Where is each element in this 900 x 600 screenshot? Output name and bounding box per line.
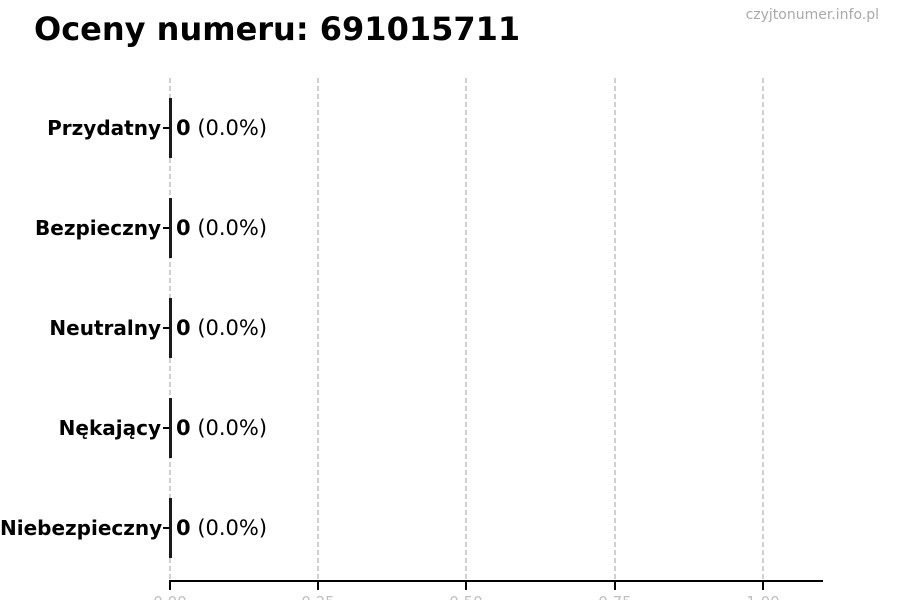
category-row: Niebezpieczny 0 (0.0%)	[0, 478, 900, 578]
value-percent: (0.0%)	[197, 516, 268, 540]
gridline	[317, 78, 319, 582]
category-row: Neutralny 0 (0.0%)	[0, 278, 900, 378]
x-axis-tick	[614, 582, 616, 590]
value-label: 0 (0.0%)	[176, 416, 267, 440]
value-label: 0 (0.0%)	[176, 116, 267, 140]
y-axis-tick	[163, 527, 170, 529]
category-row: Przydatny 0 (0.0%)	[0, 78, 900, 178]
value-label: 0 (0.0%)	[176, 516, 267, 540]
y-axis-tick	[163, 427, 170, 429]
category-label: Przydatny	[47, 116, 161, 140]
x-axis-tick	[169, 582, 171, 590]
value-percent: (0.0%)	[197, 116, 268, 140]
gridline	[762, 78, 764, 582]
value-count: 0	[176, 416, 191, 440]
y-axis-tick	[163, 127, 170, 129]
value-label: 0 (0.0%)	[176, 216, 267, 240]
x-tick-label: 1.00	[733, 593, 793, 600]
category-row: Nękający 0 (0.0%)	[0, 378, 900, 478]
value-count: 0	[176, 516, 191, 540]
x-tick-label: 0.75	[585, 593, 645, 600]
zero-value-bar	[169, 398, 172, 458]
chart-title: Oceny numeru: 691015711	[34, 10, 521, 48]
category-label: Neutralny	[49, 316, 161, 340]
zero-value-bar	[169, 498, 172, 558]
category-label: Bezpieczny	[35, 216, 161, 240]
gridline	[465, 78, 467, 582]
value-count: 0	[176, 116, 191, 140]
zero-value-bar	[169, 98, 172, 158]
value-percent: (0.0%)	[197, 216, 268, 240]
x-tick-label: 0.25	[288, 593, 348, 600]
value-label: 0 (0.0%)	[176, 316, 267, 340]
category-label: Nękający	[58, 416, 161, 440]
y-axis-tick	[163, 327, 170, 329]
value-count: 0	[176, 216, 191, 240]
x-axis-tick	[465, 582, 467, 590]
value-percent: (0.0%)	[197, 316, 268, 340]
category-label: Niebezpieczny	[0, 516, 163, 540]
x-axis-tick	[317, 582, 319, 590]
gridline	[614, 78, 616, 582]
watermark: czyjtonumer.info.pl	[745, 7, 879, 23]
y-axis-tick	[163, 227, 170, 229]
x-tick-label: 0.50	[436, 593, 496, 600]
x-axis-line	[169, 580, 823, 582]
x-axis-tick	[762, 582, 764, 590]
value-percent: (0.0%)	[197, 416, 268, 440]
category-row: Bezpieczny 0 (0.0%)	[0, 178, 900, 278]
zero-value-bar	[169, 198, 172, 258]
value-count: 0	[176, 316, 191, 340]
x-tick-label: 0.00	[140, 593, 200, 600]
zero-value-bar	[169, 298, 172, 358]
